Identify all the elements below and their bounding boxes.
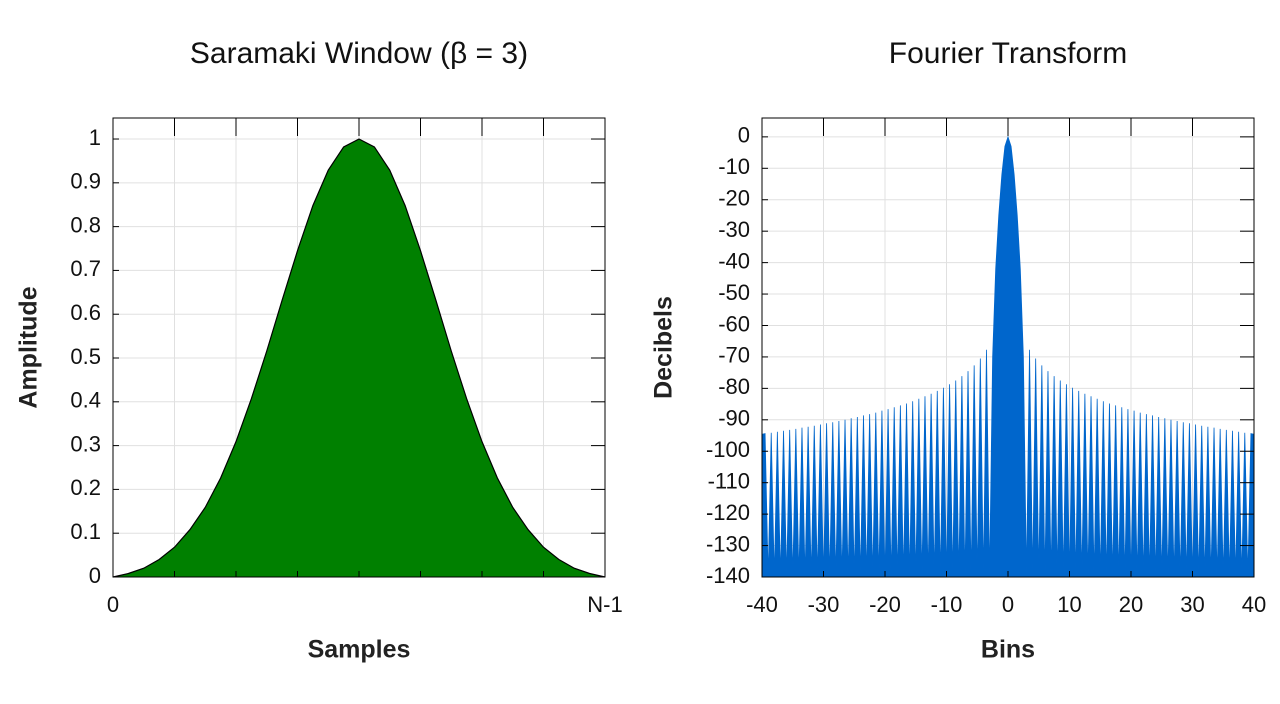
y-tick-label: 0.2 [70, 475, 101, 500]
y-tick-label: 0.5 [70, 344, 101, 369]
x-tick-label: -20 [869, 592, 901, 617]
y-tick-label: 0 [738, 123, 750, 148]
y-tick-label: -10 [718, 154, 750, 179]
y-tick-label: 0.9 [70, 169, 101, 194]
chart-title: Saramaki Window (β = 3) [190, 37, 528, 70]
x-axis-label: Bins [981, 636, 1035, 664]
x-tick-label: N-1 [587, 592, 622, 617]
x-tick-label: 30 [1180, 592, 1204, 617]
y-tick-label: -80 [718, 374, 750, 399]
x-tick-label: -40 [746, 592, 778, 617]
y-tick-label: 0.6 [70, 300, 101, 325]
y-tick-label: 0.8 [70, 212, 101, 237]
x-tick-label: -30 [808, 592, 840, 617]
y-tick-label: -40 [718, 248, 750, 273]
x-tick-label: 0 [1002, 592, 1014, 617]
y-tick-label: 0.3 [70, 431, 101, 456]
x-tick-label: 0 [107, 592, 119, 617]
y-tick-label: 1 [89, 125, 101, 150]
y-tick-label: 0.1 [70, 519, 101, 544]
x-axis-label: Samples [308, 636, 411, 664]
y-tick-label: -100 [706, 437, 750, 462]
y-tick-label: -70 [718, 343, 750, 368]
y-tick-label: -120 [706, 500, 750, 525]
y-tick-label: 0.7 [70, 256, 101, 281]
y-axis-label: Decibels [650, 296, 678, 399]
y-tick-label: -140 [706, 563, 750, 588]
y-tick-label: -30 [718, 217, 750, 242]
y-tick-label: -50 [718, 280, 750, 305]
y-tick-label: -60 [718, 311, 750, 336]
x-tick-label: -10 [931, 592, 963, 617]
y-tick-label: -130 [706, 531, 750, 556]
area-fill [762, 136, 1254, 578]
y-tick-label: -110 [708, 468, 750, 493]
y-axis-label: Amplitude [15, 286, 43, 408]
y-tick-label: -90 [718, 406, 750, 431]
x-tick-label: 40 [1242, 592, 1266, 617]
x-tick-label: 20 [1119, 592, 1143, 617]
y-tick-label: 0 [89, 563, 101, 588]
y-tick-label: -20 [718, 186, 750, 211]
y-tick-label: 0.4 [70, 388, 101, 413]
x-tick-label: 10 [1057, 592, 1081, 617]
area-fill [113, 139, 605, 577]
chart-title: Fourier Transform [889, 37, 1127, 70]
area-line [112, 138, 606, 578]
area-line [761, 135, 1255, 578]
